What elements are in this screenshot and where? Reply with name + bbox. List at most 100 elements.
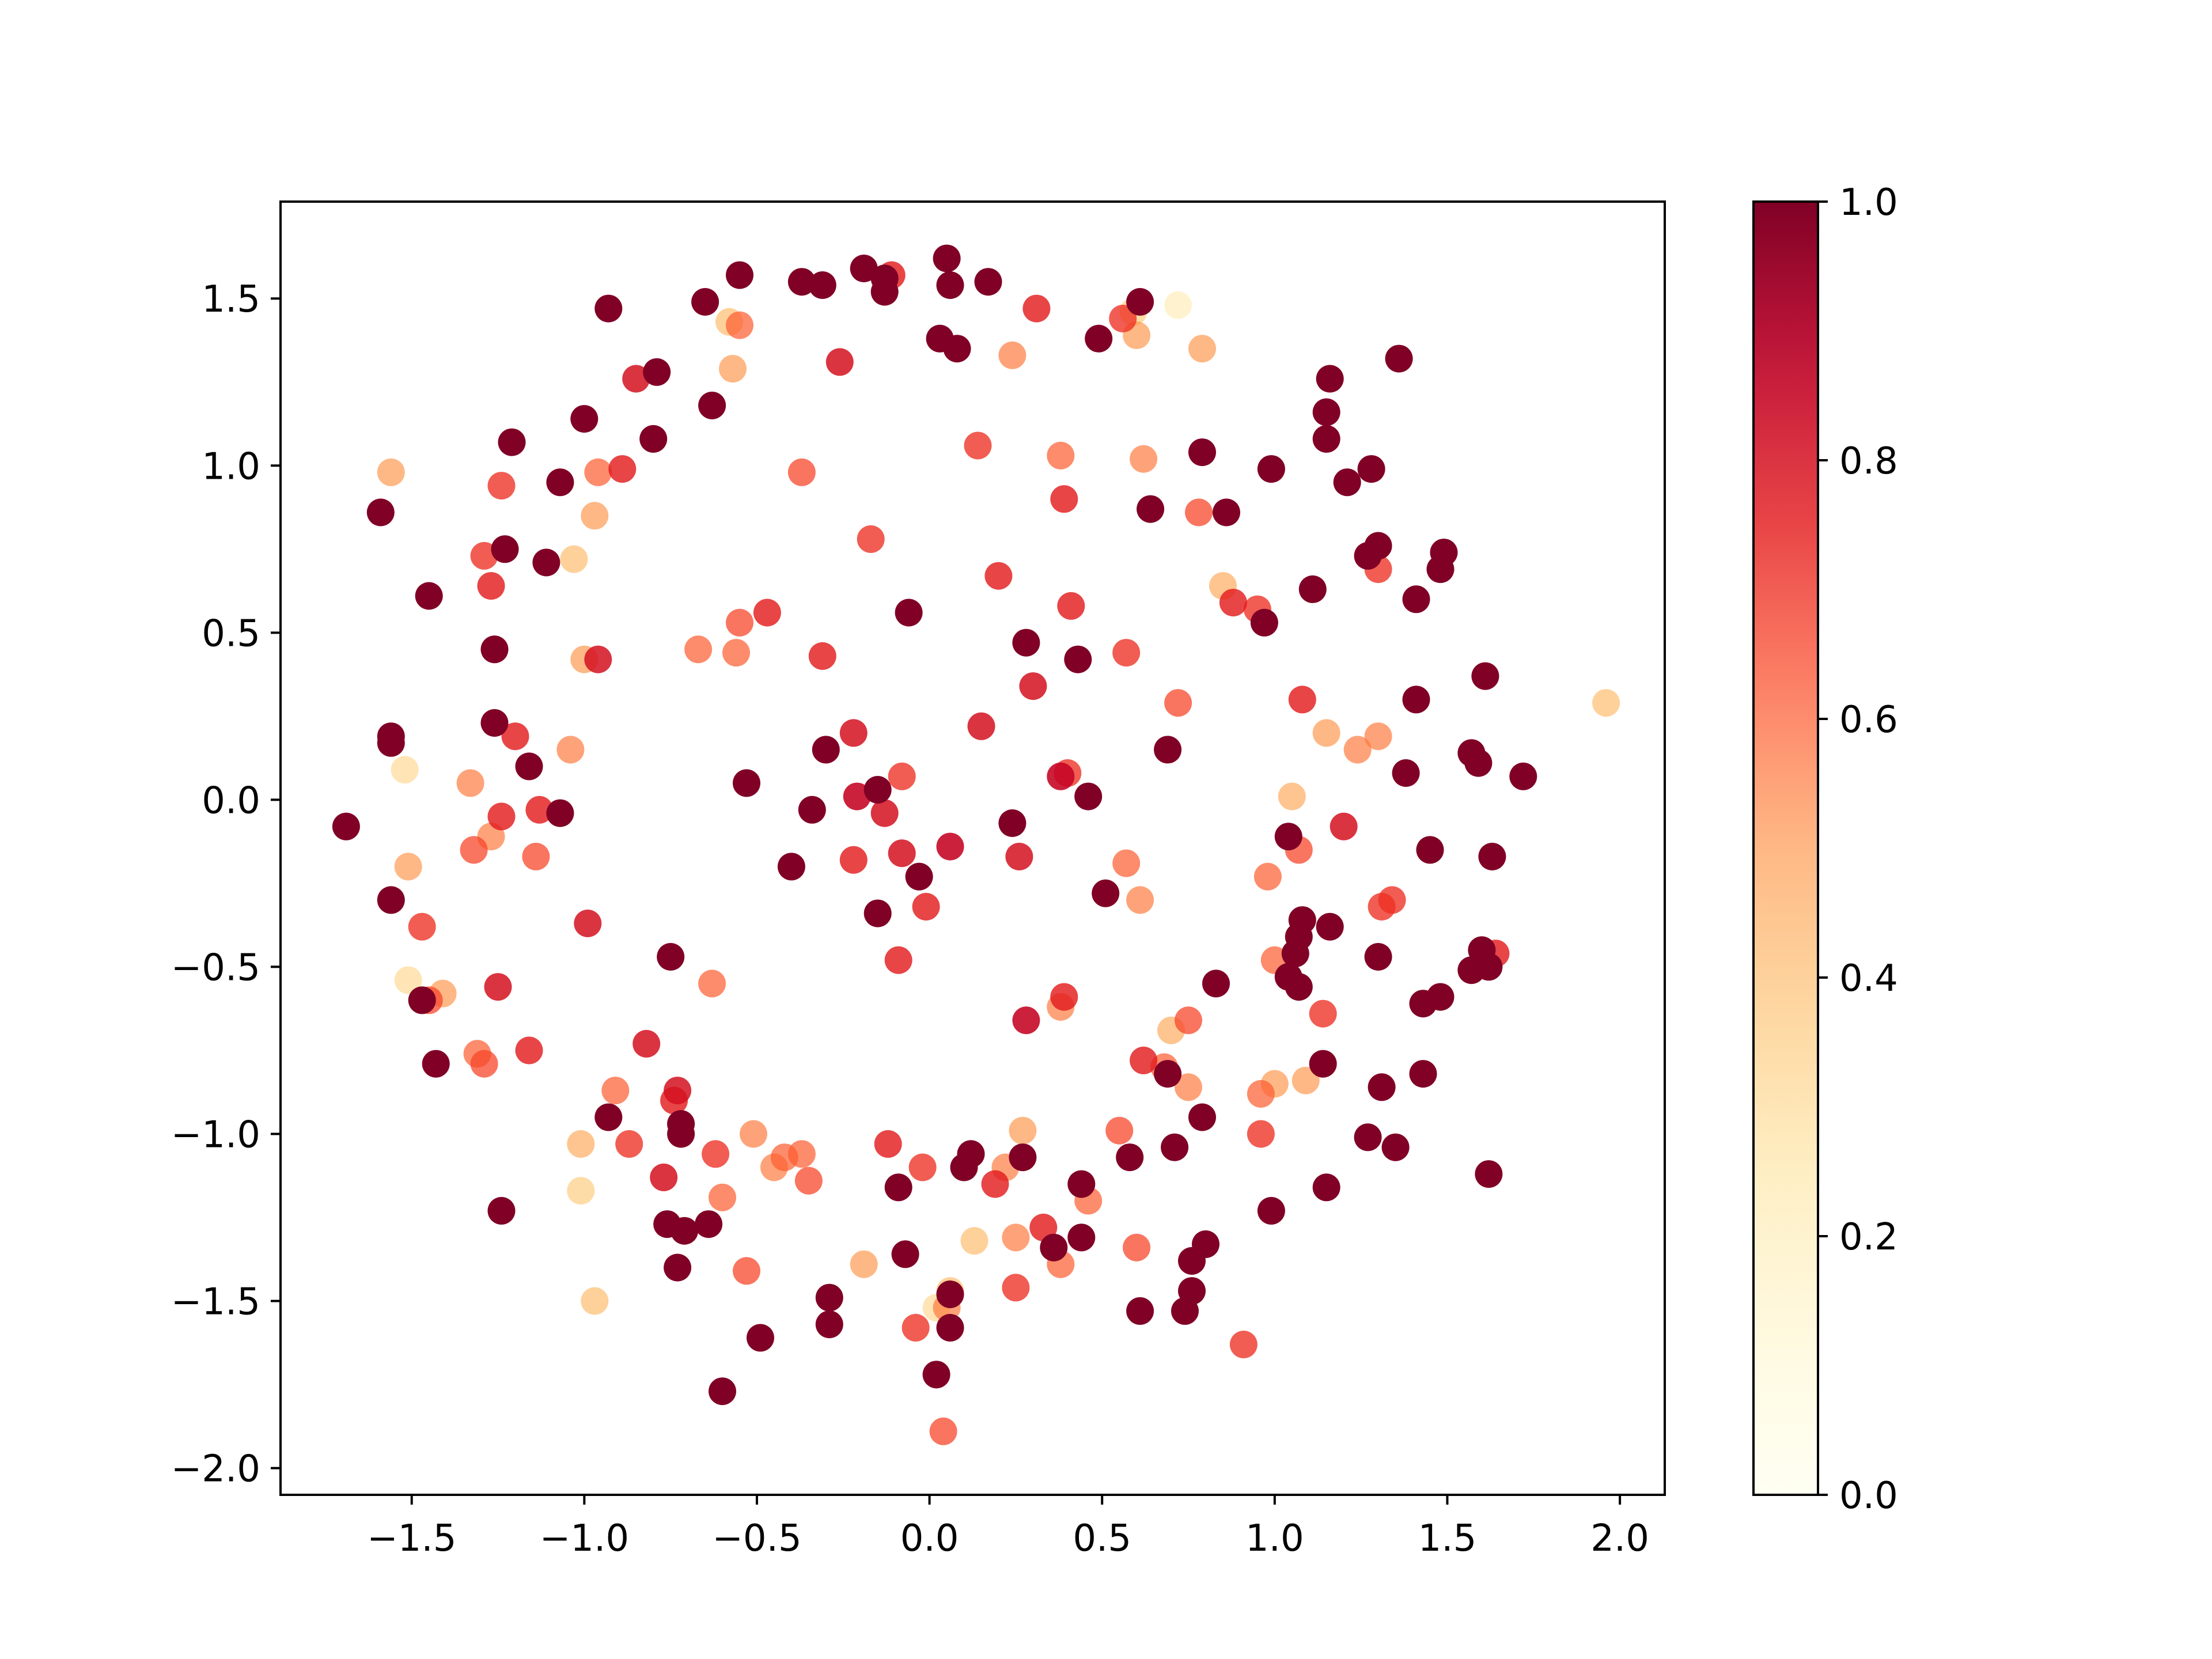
scatter-point [1105,1116,1134,1145]
scatter-point [815,1310,843,1339]
scatter-point [1368,1073,1396,1101]
scatter-point [570,405,599,433]
scatter-point [888,839,916,868]
x-tick-label: 0.0 [900,1517,959,1560]
y-tick-label: −0.5 [171,946,260,989]
scatter-point [408,986,436,1014]
scatter-point [1354,541,1382,570]
scatter-point [1012,1006,1040,1035]
scatter-point [391,756,419,784]
colorbar-gradient [1753,202,1818,1495]
scatter-point [1012,628,1040,657]
scatter-point [981,1170,1009,1198]
scatter-point [567,1130,595,1158]
scatter-point [1592,689,1620,717]
scatter-point [691,288,719,316]
scatter-point [888,762,916,790]
scatter-point [967,712,995,740]
scatter-point [1309,999,1337,1028]
scatter-point [1085,324,1113,353]
colorbar: 0.0 0.2 0.4 0.6 0.8 1.0 [1752,181,1898,1517]
colorbar-tick-label: 1.0 [1839,181,1898,224]
y-axis: −2.0 −1.5 −1.0 −0.5 0.0 0.5 1.0 1.5 [171,278,281,1491]
scatter-point [1288,685,1316,714]
scatter-point [1154,1060,1182,1088]
scatter-point [709,1183,736,1211]
scatter-point [1213,498,1240,527]
scatter-point [567,1177,595,1205]
scatter-point [936,832,964,861]
scatter-point [501,722,529,751]
scatter-point [1509,762,1537,790]
scatter-point [1074,782,1103,810]
scatter-point [1112,639,1141,667]
y-tick-label: −2.0 [171,1448,260,1491]
scatter-point [1368,893,1396,921]
scatter-point [1312,1173,1340,1202]
x-tick-label: 1.0 [1245,1517,1304,1560]
scatter-point [815,1283,843,1312]
scatter-point [1040,1233,1068,1262]
scatter-point [936,1313,964,1342]
scatter-point [480,709,509,737]
colorbar-axis: 0.0 0.2 0.4 0.6 0.8 1.0 [1818,181,1898,1517]
scatter-point [560,545,588,573]
colorbar-tick-label: 0.4 [1839,957,1898,1000]
scatter-point [787,268,816,296]
scatter-point [709,1377,736,1406]
scatter-point [998,341,1027,369]
scatter-point [960,1227,988,1255]
scatter-point [884,1173,912,1202]
scatter-point [1316,365,1344,393]
scatter-point [1426,555,1455,584]
scatter-point [1047,441,1075,469]
scatter-point [702,1140,730,1168]
plot-frame [279,200,1666,1496]
scatter-point [1178,1247,1206,1275]
scatter-point [664,1077,692,1105]
scatter-point [1426,983,1455,1011]
colorbar-frame [1752,200,1819,1496]
scatter-point [522,843,550,870]
scatter-point [1312,398,1340,426]
scatter-point [377,729,405,757]
scatter-point [456,769,484,797]
scatter-point [839,719,868,747]
scatter-point [863,899,892,927]
scatter-point [1478,843,1506,870]
scatter-point [740,1120,767,1148]
scatter-point [1188,1103,1216,1131]
scatter-point [964,431,992,460]
y-tick-label: 0.5 [202,612,260,655]
scatter-points [332,244,1620,1445]
scatter-point [1130,445,1158,473]
scatter-point [850,1250,878,1278]
scatter-point [1123,1233,1151,1262]
scatter-point [839,846,868,874]
scatter-point [1126,288,1154,316]
scatter-point [1002,1274,1030,1302]
scatter-point [1109,305,1137,332]
scatter-point [1009,1116,1037,1145]
scatter-point [777,853,805,881]
scatter-point [929,1417,957,1445]
scatter-point [1171,1297,1199,1325]
scatter-point [726,311,753,339]
scatter-point [532,548,560,577]
scatter-point [615,1130,643,1158]
scatter-point [487,802,516,831]
scatter-point [1457,956,1486,984]
scatter-point [1019,672,1047,700]
x-tick-label: 2.0 [1590,1517,1649,1560]
scatter-point [912,893,940,921]
y-tick-label: −1.5 [171,1281,260,1324]
scatter-point [1175,1073,1202,1101]
scatter-point [1116,1143,1144,1172]
scatter-point [1188,335,1216,363]
scatter-point [825,348,854,376]
scatter-point [1330,812,1358,840]
scatter-point [874,1130,902,1158]
colorbar-tick-label: 0.8 [1839,440,1898,483]
scatter-point [394,853,422,881]
